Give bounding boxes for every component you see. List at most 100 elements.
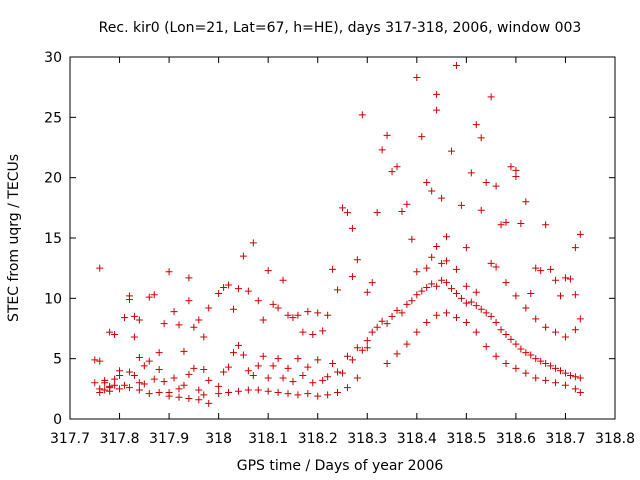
data-point xyxy=(552,364,560,372)
data-point xyxy=(353,256,361,264)
data-point xyxy=(150,291,158,299)
data-point xyxy=(91,356,99,364)
data-point xyxy=(502,359,510,367)
y-axis-label: STEC from uqrg / TECUs xyxy=(6,154,22,322)
data-point xyxy=(135,386,143,394)
data-point xyxy=(125,368,133,376)
data-point xyxy=(234,285,242,293)
data-point xyxy=(249,372,257,380)
data-point xyxy=(557,292,564,300)
data-point xyxy=(145,293,153,301)
data-point xyxy=(512,166,520,174)
x-axis-label: GPS time / Days of year 2006 xyxy=(237,458,444,474)
data-point xyxy=(532,264,540,272)
data-point xyxy=(552,379,560,387)
data-point xyxy=(428,253,436,261)
data-point xyxy=(408,297,416,305)
x-tick-label: 318.5 xyxy=(446,431,486,447)
data-point xyxy=(145,390,153,398)
data-point xyxy=(314,356,322,364)
data-point xyxy=(339,369,346,377)
data-point xyxy=(111,375,119,383)
data-point xyxy=(403,340,411,348)
data-point xyxy=(408,235,416,243)
data-point xyxy=(527,290,535,298)
data-point xyxy=(477,206,485,214)
data-point xyxy=(299,328,307,336)
data-point xyxy=(225,281,233,289)
data-point xyxy=(101,379,109,387)
data-point xyxy=(561,369,569,377)
data-point xyxy=(96,388,104,396)
data-point xyxy=(234,387,242,395)
data-point xyxy=(348,273,356,281)
data-point xyxy=(244,287,252,295)
data-point xyxy=(571,385,579,393)
data-point xyxy=(403,300,411,308)
data-point xyxy=(547,362,555,370)
x-tick-label: 318.3 xyxy=(347,431,387,447)
data-point xyxy=(576,315,584,323)
data-point xyxy=(279,276,287,284)
data-point xyxy=(314,309,322,317)
data-point xyxy=(462,282,470,290)
data-point xyxy=(413,268,421,276)
x-tick-label: 317.8 xyxy=(99,431,139,447)
data-point xyxy=(457,294,465,302)
data-point xyxy=(274,304,282,312)
data-point xyxy=(353,344,361,352)
data-point xyxy=(566,372,574,380)
data-point xyxy=(522,198,530,206)
data-point xyxy=(542,221,550,229)
data-point xyxy=(215,390,223,398)
data-point xyxy=(195,316,203,324)
data-point xyxy=(254,297,262,305)
data-point xyxy=(254,386,262,394)
data-point xyxy=(220,368,228,376)
data-point xyxy=(571,373,579,381)
chart-title: Rec. kir0 (Lon=21, Lat=67, h=HE), days 3… xyxy=(99,20,582,36)
data-point xyxy=(443,233,451,241)
data-point xyxy=(561,333,569,341)
data-point xyxy=(537,357,545,365)
x-tick-label: 318.8 xyxy=(595,431,635,447)
data-point xyxy=(373,323,381,331)
data-point xyxy=(492,318,500,326)
data-point xyxy=(507,163,515,171)
plot-frame xyxy=(69,56,616,420)
data-point xyxy=(532,355,540,363)
data-point xyxy=(576,230,584,238)
data-point xyxy=(343,352,351,360)
data-point xyxy=(220,283,228,291)
data-point xyxy=(111,331,119,339)
data-point xyxy=(106,328,114,336)
data-point xyxy=(363,337,371,345)
x-tick-labels: 317.7 317.8 317.9 318 318.1 318.2 318.3 318.4 31… xyxy=(50,431,635,447)
data-point xyxy=(452,265,460,273)
data-point xyxy=(284,364,292,372)
data-point xyxy=(106,387,114,395)
data-point xyxy=(225,388,233,396)
data-point xyxy=(180,347,188,355)
data-point xyxy=(438,259,446,267)
data-point xyxy=(215,290,223,298)
data-point xyxy=(423,283,431,291)
data-point xyxy=(557,367,564,375)
data-point xyxy=(125,384,133,392)
data-point xyxy=(304,363,312,371)
data-point xyxy=(348,224,356,232)
data-point xyxy=(294,355,302,363)
data-point xyxy=(433,90,441,98)
data-point xyxy=(418,287,426,295)
data-point xyxy=(116,385,124,393)
data-point xyxy=(324,373,332,381)
data-point xyxy=(96,264,104,272)
data-point xyxy=(423,318,431,326)
data-point xyxy=(368,279,376,287)
data-point xyxy=(145,357,153,365)
data-point xyxy=(334,286,342,294)
data-point xyxy=(383,320,391,328)
data-point xyxy=(289,378,297,386)
data-point xyxy=(472,121,480,129)
